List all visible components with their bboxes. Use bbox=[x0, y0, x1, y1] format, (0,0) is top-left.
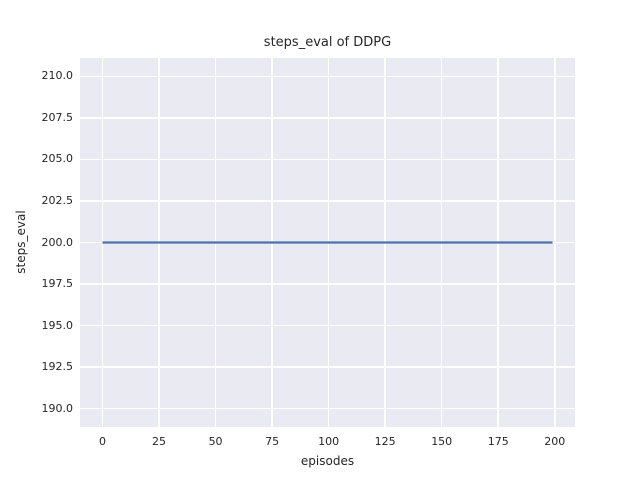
y-tick-label: 192.5 bbox=[41, 360, 74, 374]
gridline-horizontal bbox=[80, 158, 575, 161]
x-tick-label: 150 bbox=[431, 435, 453, 448]
x-tick-label: 125 bbox=[374, 435, 396, 448]
x-axis-label: episodes bbox=[300, 454, 355, 468]
y-tick-label: 207.5 bbox=[41, 110, 74, 124]
chart-title: steps_eval of DDPG bbox=[263, 35, 392, 50]
y-tick-label: 195.0 bbox=[41, 318, 74, 332]
y-tick-label: 190.0 bbox=[41, 401, 74, 415]
y-tick-label: 202.5 bbox=[41, 193, 74, 207]
x-tick-label: 50 bbox=[208, 435, 223, 448]
gridline-horizontal bbox=[80, 283, 575, 285]
x-tick-label: 200 bbox=[544, 435, 566, 448]
plot-area bbox=[80, 58, 575, 427]
gridline-horizontal bbox=[80, 366, 575, 368]
y-tick-label: 205.0 bbox=[41, 152, 74, 166]
series-layer bbox=[102, 241, 553, 244]
x-tick-label: 100 bbox=[318, 435, 340, 448]
gridline-horizontal bbox=[80, 324, 575, 327]
y-tick-label: 210.0 bbox=[41, 69, 74, 83]
x-tick-label: 75 bbox=[265, 435, 280, 448]
x-tick-label: 175 bbox=[487, 435, 509, 448]
x-tick-label: 25 bbox=[152, 435, 167, 448]
gridline-horizontal bbox=[80, 75, 575, 78]
y-tick-label: 200.0 bbox=[41, 235, 74, 249]
gridline-horizontal bbox=[80, 407, 575, 410]
y-tick-label: 197.5 bbox=[41, 277, 74, 291]
x-tick-label: 0 bbox=[99, 435, 106, 448]
gridline-horizontal bbox=[80, 117, 575, 119]
gridline-horizontal bbox=[80, 200, 575, 202]
